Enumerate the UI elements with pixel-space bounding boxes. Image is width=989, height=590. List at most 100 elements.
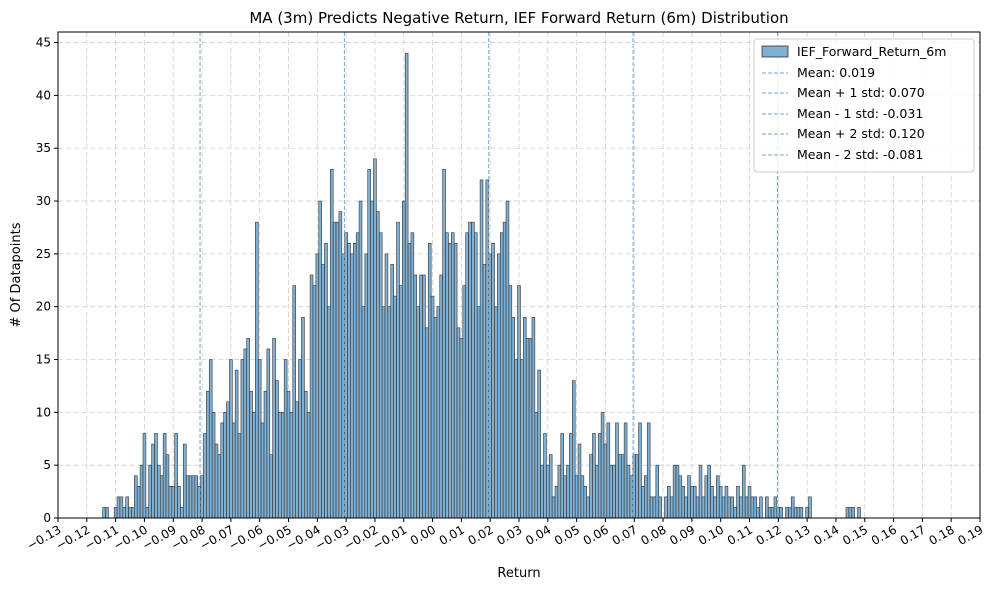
histogram-bar: [220, 422, 224, 519]
y-tick-label: 15: [36, 353, 51, 367]
histogram-bar: [609, 464, 613, 519]
histogram-bar: [367, 169, 371, 519]
histogram-bar: [658, 496, 662, 519]
histogram-bar: [606, 422, 611, 519]
histogram-bar: [321, 264, 325, 519]
histogram-bar: [134, 475, 138, 519]
histogram-bar: [180, 507, 184, 519]
y-tick-label: 30: [36, 194, 51, 208]
y-axis-label: # Of Datapoints: [9, 222, 24, 327]
histogram-bar: [649, 496, 654, 519]
histogram-bar: [799, 507, 804, 519]
histogram-bar: [704, 475, 709, 519]
histogram-bar: [410, 232, 415, 519]
histogram-bar: [280, 412, 285, 519]
histogram-bar: [269, 454, 273, 519]
legend-label-plus-2-std: Mean + 2 std: 0.120: [797, 126, 925, 141]
histogram-bar: [690, 486, 694, 519]
histogram-bar: [482, 264, 487, 519]
histogram-bar: [113, 507, 118, 519]
histogram-bar: [148, 464, 152, 519]
histogram-bar: [698, 464, 703, 519]
histogram-bar: [430, 295, 435, 519]
histogram-bar: [116, 496, 121, 519]
histogram-bar: [211, 412, 216, 519]
histogram-bar: [162, 433, 167, 519]
histogram-bar: [384, 253, 389, 519]
histogram-bar: [707, 464, 711, 519]
histogram-bar: [468, 221, 472, 519]
y-tick-label: 45: [36, 36, 51, 50]
legend-label-plus-1-std: Mean + 1 std: 0.070: [797, 85, 925, 100]
histogram-bar: [505, 200, 510, 519]
histogram-bar: [718, 486, 723, 519]
histogram-bar: [373, 158, 377, 519]
histogram-bar: [456, 327, 461, 519]
x-tick-label: 0.15: [840, 522, 870, 547]
histogram-bar: [537, 369, 541, 519]
histogram-bar: [243, 348, 248, 519]
histogram-bar: [168, 486, 173, 519]
histogram-bar: [286, 390, 291, 519]
histogram-bar: [491, 243, 495, 519]
histogram-bar: [142, 433, 147, 519]
histogram-bar: [721, 496, 726, 519]
histogram-bar: [407, 243, 412, 519]
x-tick-label: 0.00: [408, 522, 438, 547]
chart-title: MA (3m) Predicts Negative Return, IEF Fo…: [249, 9, 788, 27]
histogram-bar: [531, 316, 536, 519]
x-tick-label: 0.11: [725, 522, 755, 547]
x-tick-label: 0.12: [754, 522, 784, 547]
histogram-bar: [569, 433, 573, 519]
histogram-bar: [629, 475, 634, 519]
histogram-bar: [701, 496, 706, 519]
histogram-bar: [252, 412, 256, 519]
histogram-bar: [402, 200, 406, 519]
histogram-bar: [566, 464, 570, 519]
histogram-bar: [767, 507, 772, 519]
histogram-bar: [540, 464, 544, 519]
histogram-bar: [687, 475, 691, 519]
histogram-bar: [845, 507, 850, 519]
histogram-bar: [511, 316, 515, 519]
histogram-bar: [479, 179, 484, 519]
histogram-bar: [476, 306, 481, 519]
histogram-bar: [494, 306, 498, 519]
histogram-bar: [131, 507, 135, 519]
x-tick-label: 0.14: [811, 522, 841, 547]
histogram-bar: [263, 390, 268, 519]
histogram-bar: [580, 475, 585, 519]
histogram-bar: [344, 232, 348, 519]
histogram-bar: [125, 496, 129, 519]
x-tick-label: 0.18: [927, 522, 957, 547]
histogram-bar: [119, 496, 124, 519]
histogram-bar: [793, 507, 798, 519]
histogram-bar: [229, 359, 233, 519]
histogram-bar: [788, 507, 792, 519]
histogram-bar: [525, 338, 530, 519]
histogram-bar: [560, 433, 564, 519]
histogram-bar: [646, 422, 651, 519]
x-tick-label: 0.04: [523, 522, 553, 547]
histogram-bar: [543, 433, 547, 519]
histogram-bar: [272, 338, 276, 519]
histogram-bar: [427, 243, 432, 519]
histogram-bar: [716, 475, 720, 519]
histogram-bar: [399, 285, 403, 519]
y-tick-label: 10: [36, 405, 51, 419]
histogram-bar: [416, 306, 420, 519]
histogram-bar: [390, 264, 394, 519]
histogram-bar: [600, 412, 605, 519]
x-tick-label: 0.07: [610, 522, 640, 547]
histogram-bar: [638, 422, 642, 519]
histogram-bar: [223, 412, 227, 519]
histogram-bar: [667, 486, 671, 519]
histogram-bar: [105, 507, 109, 519]
histogram-bar: [773, 496, 778, 519]
histogram-bar: [318, 200, 322, 519]
histogram-bar: [370, 200, 374, 519]
x-tick-label: 0.19: [955, 522, 985, 547]
histogram-bar: [355, 232, 360, 519]
histogram-bar: [185, 475, 190, 519]
histogram-bar: [445, 232, 449, 519]
